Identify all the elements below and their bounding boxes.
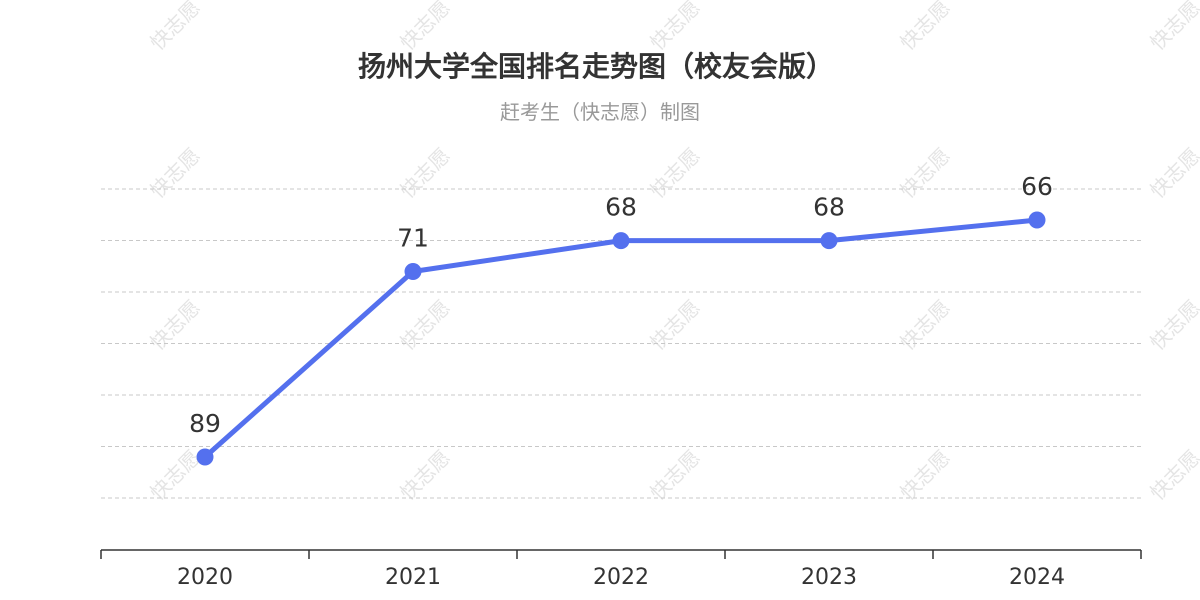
watermark-text: 快志愿	[145, 445, 204, 504]
watermark-text: 快志愿	[395, 0, 454, 55]
watermark-text: 快志愿	[645, 143, 704, 202]
data-point	[196, 448, 214, 466]
watermark-text: 快志愿	[395, 295, 454, 354]
data-point	[1028, 211, 1046, 229]
watermark-text: 快志愿	[145, 0, 204, 55]
watermark-text: 快志愿	[1145, 143, 1200, 202]
data-label: 89	[189, 409, 221, 438]
chart-title: 扬州大学全国排名走势图（校友会版）	[358, 50, 834, 83]
watermark-text: 快志愿	[1145, 0, 1200, 55]
watermark-text: 快志愿	[1145, 445, 1200, 504]
watermark-text: 快志愿	[645, 445, 704, 504]
chart-subtitle: 赶考生（快志愿）制图	[500, 100, 700, 124]
data-point	[820, 232, 838, 250]
watermark-text: 快志愿	[895, 295, 954, 354]
watermark-text: 快志愿	[895, 143, 954, 202]
x-tick-label: 2023	[801, 565, 857, 590]
watermark-text: 快志愿	[645, 0, 704, 55]
x-tick-label: 2020	[177, 565, 233, 590]
data-label: 66	[1021, 172, 1053, 201]
watermark-text: 快志愿	[395, 143, 454, 202]
data-label: 68	[605, 193, 637, 222]
x-tick-label: 2024	[1009, 565, 1065, 590]
watermark-text: 快志愿	[645, 295, 704, 354]
series-line-layer	[196, 211, 1046, 466]
x-tick-label: 2021	[385, 565, 441, 590]
data-label: 68	[813, 193, 845, 222]
watermark-text: 快志愿	[145, 295, 204, 354]
data-label-layer: 89 71 68 68 66	[189, 172, 1053, 438]
x-axis: 2020 2021 2022 2023 2024	[100, 549, 1142, 590]
data-label: 71	[397, 224, 429, 253]
watermark-text: 快志愿	[895, 445, 954, 504]
watermark-text: 快志愿	[1145, 295, 1200, 354]
watermark-text: 快志愿	[145, 143, 204, 202]
watermark-text: 快志愿	[895, 0, 954, 55]
data-point	[612, 232, 630, 250]
watermark-text: 快志愿	[395, 445, 454, 504]
data-point	[404, 263, 422, 281]
x-tick-label: 2022	[593, 565, 649, 590]
